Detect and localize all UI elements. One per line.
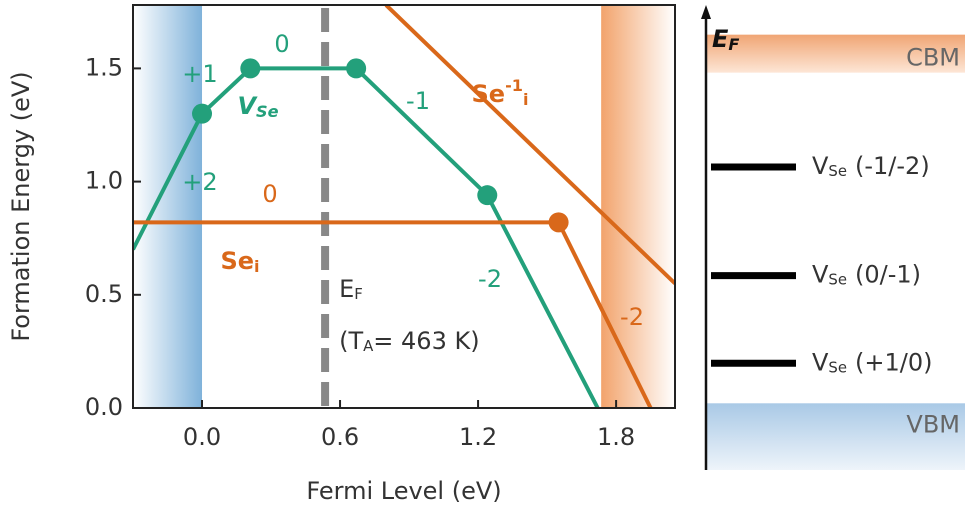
charge-label: +2 xyxy=(182,168,217,196)
charge-label: +1 xyxy=(182,60,217,88)
defect-level-label-part: (-1/-2) xyxy=(855,152,930,180)
defect-level-label-part: (0/-1) xyxy=(855,261,921,289)
y-tick-label: 0.5 xyxy=(85,280,123,308)
fermi-level-label-part: F xyxy=(354,285,363,303)
energy-axis-label-part: E xyxy=(712,25,729,53)
x-tick-label: 1.8 xyxy=(597,423,635,451)
x-tick-label: 0.0 xyxy=(183,423,221,451)
transition-point xyxy=(192,103,213,124)
charge-label: 0 xyxy=(262,180,277,208)
defect-level-label-part: Se xyxy=(828,271,847,289)
series-label-part: Se xyxy=(256,102,279,121)
energy-axis-label-part: F xyxy=(728,35,739,54)
charge-label: -2 xyxy=(620,303,644,331)
x-axis-label: Fermi Level (eV) xyxy=(306,477,501,505)
vbm-shade xyxy=(133,5,203,408)
transition-point xyxy=(346,58,367,79)
plot-frame xyxy=(132,4,676,409)
energy-axis-label: EF xyxy=(712,25,739,54)
defect-level-label-part: V xyxy=(812,261,829,289)
defect-level-label-part: (+1/0) xyxy=(855,348,932,376)
fermi-level-label-part: E xyxy=(339,275,354,303)
series-label: VSe xyxy=(237,92,278,121)
cbm-shade xyxy=(601,5,675,408)
series-label-part: Se xyxy=(472,80,506,108)
series-label-part: i xyxy=(254,257,260,276)
fermi-level-note-part: A xyxy=(363,337,374,355)
defect-level-label-part: V xyxy=(812,152,829,180)
x-tick-label: 1.2 xyxy=(459,423,497,451)
transition-point xyxy=(477,185,498,206)
fermi-level-note: (TA= 463 K) xyxy=(339,327,480,355)
plot-area xyxy=(133,5,675,408)
y-axis-label: Formation Energy (eV) xyxy=(7,71,35,341)
y-tick-label: 1.0 xyxy=(85,167,123,195)
defect-level-label-part: V xyxy=(812,348,829,376)
defect-level-label-part: Se xyxy=(828,359,847,377)
fermi-level-note-part: (T xyxy=(339,327,363,355)
series-line xyxy=(384,5,675,285)
series-line xyxy=(133,66,600,408)
cbm-band xyxy=(706,34,965,73)
fermi-level-note-part: = 463 K) xyxy=(373,327,479,355)
charge-label: -1 xyxy=(406,87,430,115)
series-label: Sei xyxy=(220,247,259,276)
charge-label: -2 xyxy=(478,265,502,293)
cbm-label: CBM xyxy=(906,44,960,72)
energy-axis-arrow xyxy=(701,5,711,19)
y-tick-label: 1.5 xyxy=(85,53,123,81)
series-line xyxy=(133,220,653,408)
series-label-part: V xyxy=(237,92,258,120)
defect-level-label: VSe (-1/-2) xyxy=(812,152,930,180)
series-label-part: Se xyxy=(220,247,254,275)
vbm-band xyxy=(706,403,965,470)
fermi-level-label: EF xyxy=(339,275,363,303)
vbm-label: VBM xyxy=(906,410,960,438)
transition-point xyxy=(240,58,261,79)
defect-level-label: VSe (0/-1) xyxy=(812,261,921,289)
defect-level-label: VSe (+1/0) xyxy=(812,348,932,376)
charge-label: 0 xyxy=(274,30,289,58)
y-tick-label: 0.0 xyxy=(85,393,123,421)
transition-point xyxy=(548,212,569,233)
series-label: Se-1i xyxy=(472,76,529,109)
series-label-part: -1 xyxy=(505,76,523,95)
series-label-part: i xyxy=(523,90,529,109)
defect-level-label-part: Se xyxy=(828,162,847,180)
x-tick-label: 0.6 xyxy=(321,423,359,451)
